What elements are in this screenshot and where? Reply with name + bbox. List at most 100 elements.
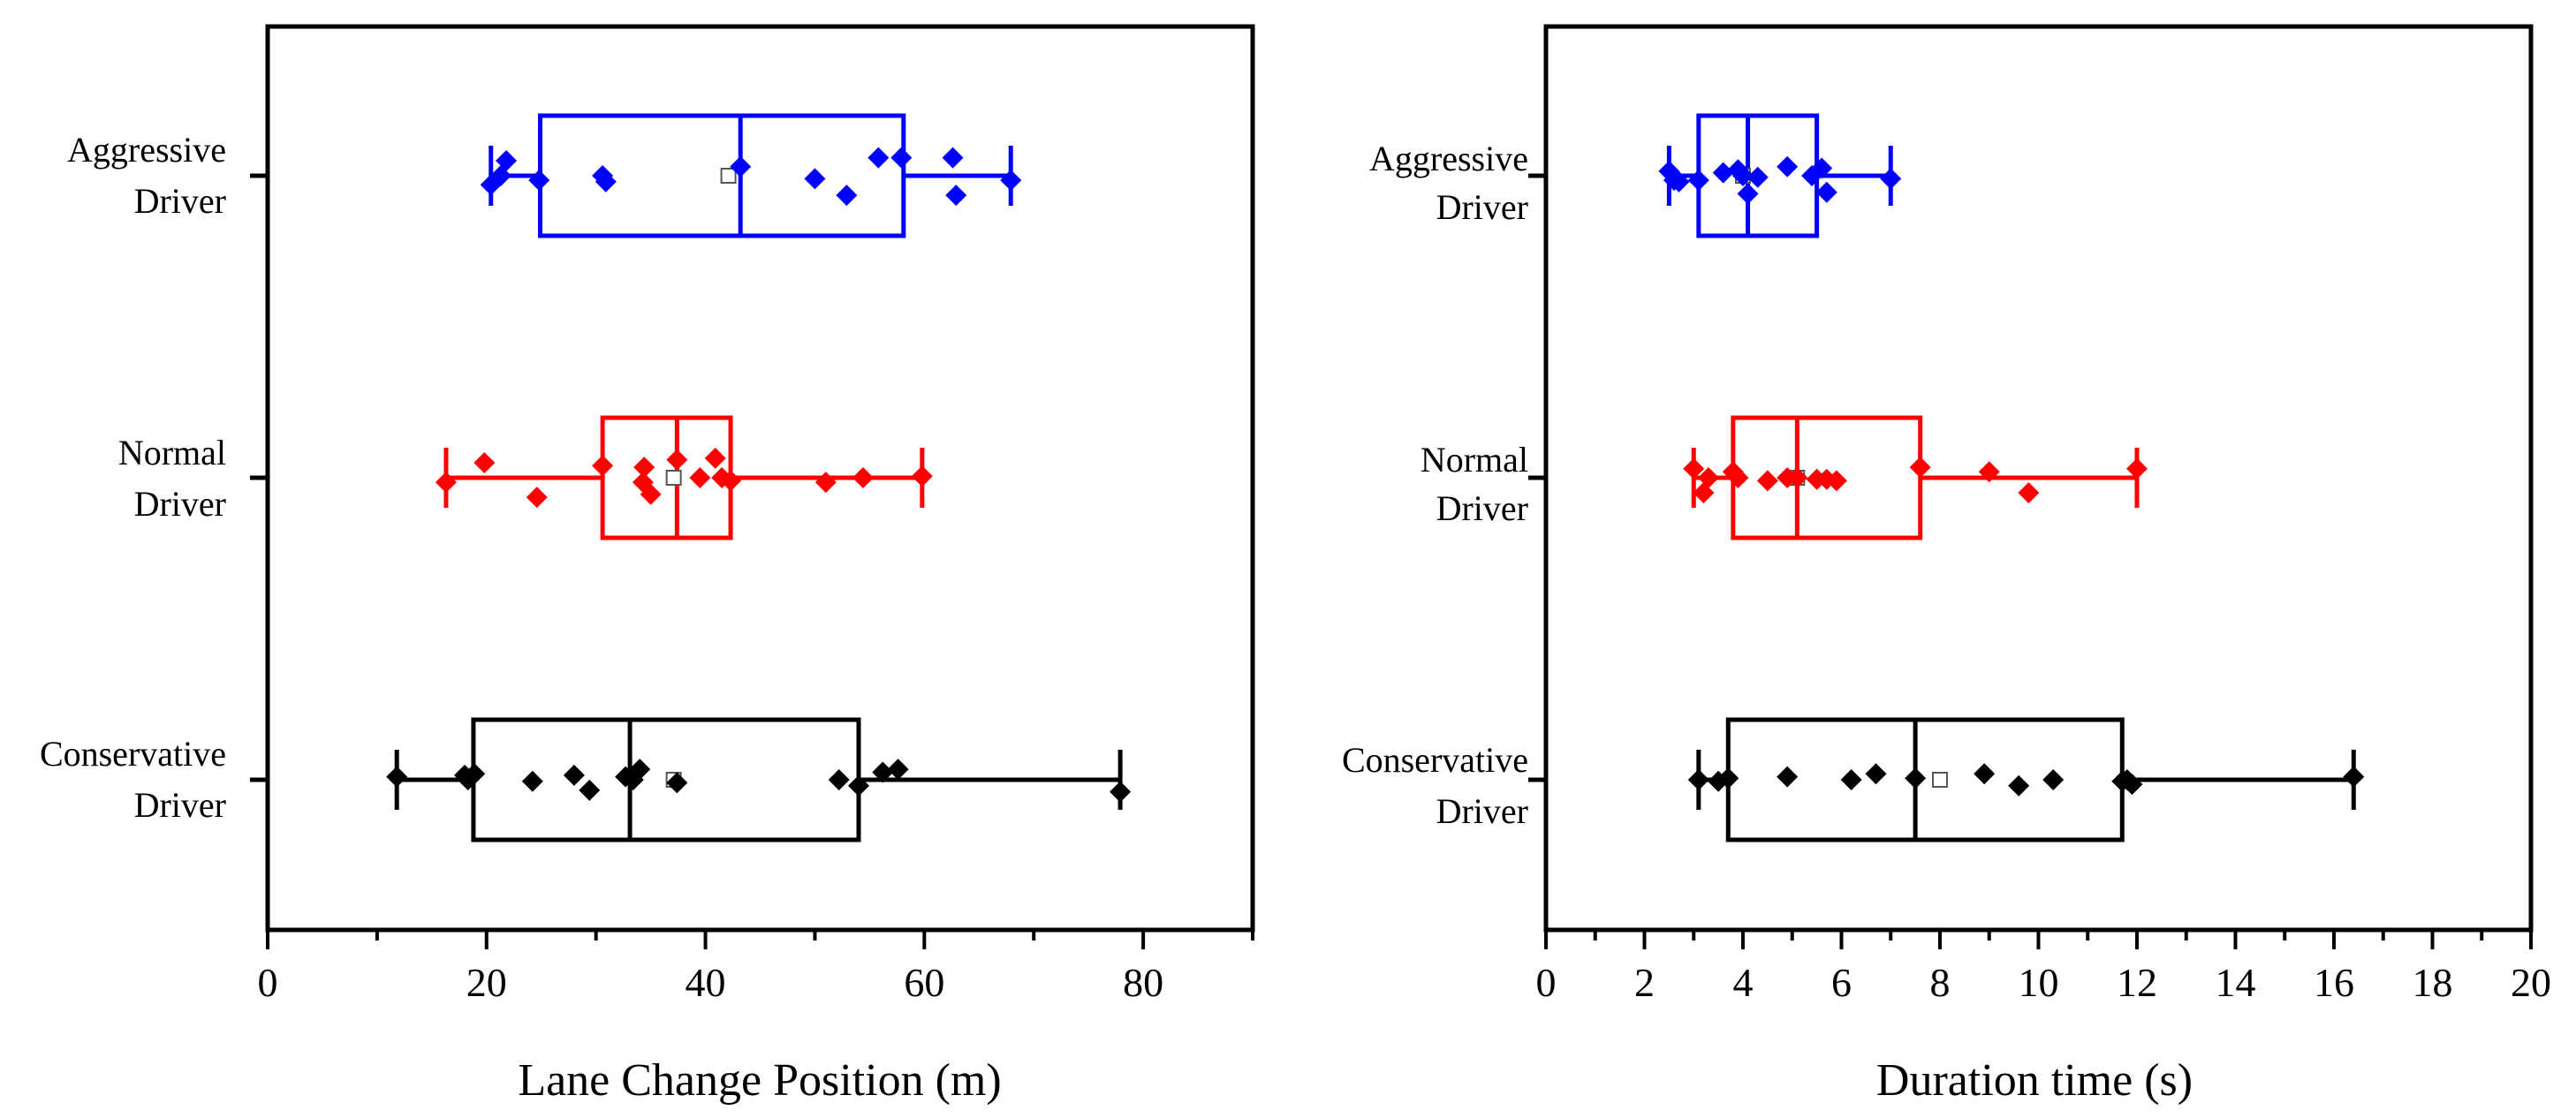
box-group-normal xyxy=(435,415,933,540)
data-point-conservative xyxy=(887,759,909,781)
data-point-conservative xyxy=(579,779,601,801)
data-point-conservative xyxy=(563,764,585,786)
data-point-aggressive xyxy=(1880,168,1902,190)
data-point-aggressive xyxy=(496,150,518,171)
data-point-aggressive xyxy=(804,168,826,190)
data-point-aggressive xyxy=(945,185,967,207)
data-point-normal xyxy=(1978,461,2000,483)
data-point-normal xyxy=(852,467,874,488)
data-point-normal xyxy=(814,472,837,494)
data-point-normal xyxy=(1727,467,1749,488)
category-label-normal-line2: Driver xyxy=(1436,488,1528,528)
box-group-conservative xyxy=(386,717,1132,842)
data-point-conservative xyxy=(1974,763,1996,785)
data-point-normal xyxy=(911,465,933,487)
category-label-normal: Normal xyxy=(118,433,226,472)
data-point-conservative xyxy=(1717,767,1739,789)
x-tick-label: 40 xyxy=(686,960,726,1005)
data-point-normal xyxy=(435,472,457,494)
data-point-normal xyxy=(640,483,662,505)
data-point-normal xyxy=(1825,470,1847,492)
x-tick-label: 8 xyxy=(1930,960,1951,1005)
data-point-conservative xyxy=(386,766,408,788)
x-tick-label: 6 xyxy=(1831,960,1852,1005)
category-label-normal-line2: Driver xyxy=(134,484,226,524)
data-point-aggressive xyxy=(1668,170,1690,193)
x-tick-label: 4 xyxy=(1733,960,1754,1005)
data-point-conservative xyxy=(1865,763,1887,785)
data-point-normal xyxy=(1909,457,1931,479)
category-label-aggressive: Aggressive xyxy=(1369,139,1528,178)
data-point-conservative xyxy=(2343,766,2365,788)
data-point-aggressive xyxy=(890,147,913,169)
data-point-conservative xyxy=(2121,774,2143,796)
category-label-aggressive: Aggressive xyxy=(67,130,226,170)
box-group-aggressive xyxy=(480,113,1022,238)
data-point-conservative xyxy=(848,774,869,797)
box-group-conservative xyxy=(1687,717,2365,842)
data-point-conservative xyxy=(464,763,486,785)
category-label-aggressive-line2: Driver xyxy=(134,181,226,221)
data-point-normal xyxy=(592,455,614,477)
data-point-normal xyxy=(526,487,548,509)
category-label-conservative: Conservative xyxy=(40,734,226,774)
category-label-aggressive-line2: Driver xyxy=(1436,187,1528,227)
category-label-conservative-line2: Driver xyxy=(1436,791,1528,831)
data-point-aggressive xyxy=(528,170,550,192)
data-point-conservative xyxy=(1905,767,1927,789)
data-point-aggressive xyxy=(1777,155,1799,178)
data-point-normal xyxy=(474,452,496,473)
x-tick-label: 0 xyxy=(1536,960,1557,1005)
data-point-normal xyxy=(2018,482,2040,503)
x-tick-label: 2 xyxy=(1634,960,1655,1005)
data-point-aggressive xyxy=(1815,181,1837,203)
data-point-aggressive xyxy=(942,147,964,169)
data-point-aggressive xyxy=(1000,170,1022,192)
x-tick-label: 10 xyxy=(2019,960,2059,1005)
data-point-normal xyxy=(689,467,711,488)
data-point-conservative xyxy=(1110,781,1132,803)
x-tick-label: 14 xyxy=(2216,960,2256,1005)
data-point-aggressive xyxy=(1746,166,1769,188)
data-point-normal xyxy=(720,470,742,492)
x-tick-label: 20 xyxy=(466,960,507,1005)
data-point-conservative xyxy=(1777,766,1799,788)
data-point-conservative xyxy=(828,769,850,790)
data-point-normal xyxy=(704,447,726,469)
data-point-conservative xyxy=(2042,769,2065,790)
data-point-aggressive xyxy=(1687,170,1709,192)
data-point-normal xyxy=(1756,470,1778,492)
mean-marker-aggressive xyxy=(720,168,737,184)
mean-marker-conservative xyxy=(1932,772,1948,788)
x-axis-title: Lane Change Position (m) xyxy=(518,1055,1001,1106)
data-point-normal xyxy=(1683,457,1705,480)
data-point-normal xyxy=(633,457,655,479)
data-point-conservative xyxy=(521,770,543,792)
category-label-conservative-line2: Driver xyxy=(134,785,226,825)
category-label-normal: Normal xyxy=(1421,440,1528,480)
x-tick-label: 0 xyxy=(258,960,278,1005)
x-tick-label: 20 xyxy=(2511,960,2551,1005)
data-point-conservative xyxy=(1840,769,1862,790)
data-point-conservative xyxy=(666,772,688,794)
x-axis-title: Duration time (s) xyxy=(1876,1055,2193,1106)
mean-marker-normal xyxy=(665,470,682,486)
box-group-normal xyxy=(1683,415,2148,540)
data-point-conservative xyxy=(2008,774,2030,797)
x-tick-label: 80 xyxy=(1123,960,1163,1005)
data-point-conservative xyxy=(872,761,894,783)
data-point-aggressive xyxy=(595,170,617,193)
x-tick-label: 12 xyxy=(2117,960,2157,1005)
data-point-aggressive xyxy=(1712,162,1734,184)
data-point-normal xyxy=(2126,457,2148,480)
data-point-normal xyxy=(1786,467,1808,488)
data-point-aggressive xyxy=(836,185,858,207)
category-label-conservative: Conservative xyxy=(1342,740,1528,780)
box-group-aggressive xyxy=(1658,113,1902,238)
data-point-conservative xyxy=(1687,769,1709,790)
x-tick-label: 16 xyxy=(2314,960,2354,1005)
x-tick-label: 18 xyxy=(2413,960,2453,1005)
data-point-aggressive xyxy=(730,155,752,178)
data-point-normal xyxy=(666,449,688,471)
